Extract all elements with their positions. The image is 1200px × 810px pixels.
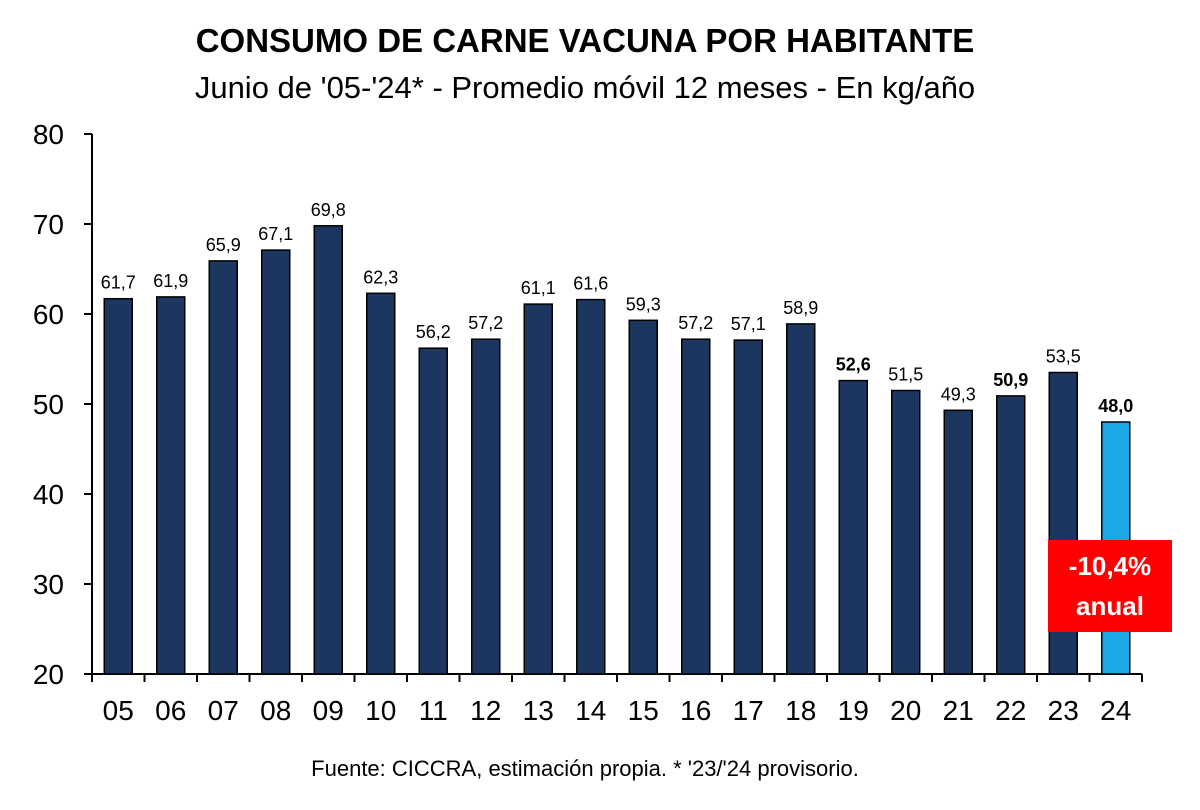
bar-21 [943,409,973,675]
data-label-24: 48,0 [1098,396,1133,416]
x-tick-label-15: 15 [628,695,659,726]
data-label-23: 53,5 [1046,347,1081,367]
bar-13 [523,303,553,675]
data-label-14: 61,6 [573,274,608,294]
data-label-17: 57,1 [731,314,766,334]
bar-06 [156,296,186,675]
x-tick-label-17: 17 [733,695,764,726]
data-label-08: 67,1 [258,224,293,244]
bar-09 [313,225,343,675]
x-tick-label-05: 05 [103,695,134,726]
bar-17 [733,339,763,675]
x-tick-label-23: 23 [1048,695,1079,726]
x-tick-label-14: 14 [575,695,606,726]
x-tick-label-09: 09 [313,695,344,726]
x-tick-label-24: 24 [1100,695,1131,726]
bar-20 [891,389,921,675]
data-label-18: 58,9 [783,298,818,318]
callout-percent: -10,4% [1068,551,1152,581]
bar-07 [208,260,238,675]
data-label-20: 51,5 [888,365,923,385]
x-tick-label-08: 08 [260,695,291,726]
bar-18 [786,323,816,675]
data-label-11: 56,2 [416,322,451,342]
chart-subtitle: Junio de '05-'24* - Promedio móvil 12 me… [194,70,976,105]
x-tick-label-21: 21 [943,695,974,726]
y-tick-label: 70 [33,209,64,240]
x-tick-label-16: 16 [680,695,711,726]
callout-label: anual [1076,591,1144,621]
data-label-09: 69,8 [311,200,346,220]
data-label-15: 59,3 [626,294,661,314]
data-label-05: 61,7 [101,273,136,293]
x-tick-label-10: 10 [365,695,396,726]
x-tick-label-06: 06 [155,695,186,726]
bar-11 [418,347,448,675]
y-tick-label: 40 [33,479,64,510]
bar-10 [366,292,396,675]
data-label-06: 61,9 [153,271,188,291]
data-label-22: 50,9 [993,370,1028,390]
data-label-13: 61,1 [521,278,556,298]
bar-14 [576,298,606,675]
data-label-16: 57,2 [678,313,713,333]
x-tick-label-13: 13 [523,695,554,726]
x-tick-label-12: 12 [470,695,501,726]
bar-22 [996,395,1026,675]
data-label-12: 57,2 [468,313,503,333]
x-tick-label-18: 18 [785,695,816,726]
y-tick-label: 30 [33,569,64,600]
source-note: Fuente: CICCRA, estimación propia. * '23… [311,756,859,781]
bar-12 [471,338,501,675]
y-tick-label: 50 [33,389,64,420]
x-tick-label-19: 19 [838,695,869,726]
bar-08 [261,249,291,675]
annual-change-callout: -10,4% anual [1048,540,1172,632]
x-tick-label-20: 20 [890,695,921,726]
bar-16 [681,338,711,675]
bar-19 [838,379,868,675]
bar-15 [628,319,658,675]
y-tick-label: 20 [33,659,64,690]
x-tick-label-22: 22 [995,695,1026,726]
bar-05 [103,297,133,675]
y-tick-label: 80 [33,119,64,150]
data-label-07: 65,9 [206,235,241,255]
data-label-21: 49,3 [941,384,976,404]
x-tick-label-11: 11 [419,695,448,726]
data-label-10: 62,3 [363,267,398,287]
x-tick-label-07: 07 [208,695,239,726]
y-tick-label: 60 [33,299,64,330]
data-label-19: 52,6 [836,355,871,375]
chart-title: CONSUMO DE CARNE VACUNA POR HABITANTE [195,22,975,59]
